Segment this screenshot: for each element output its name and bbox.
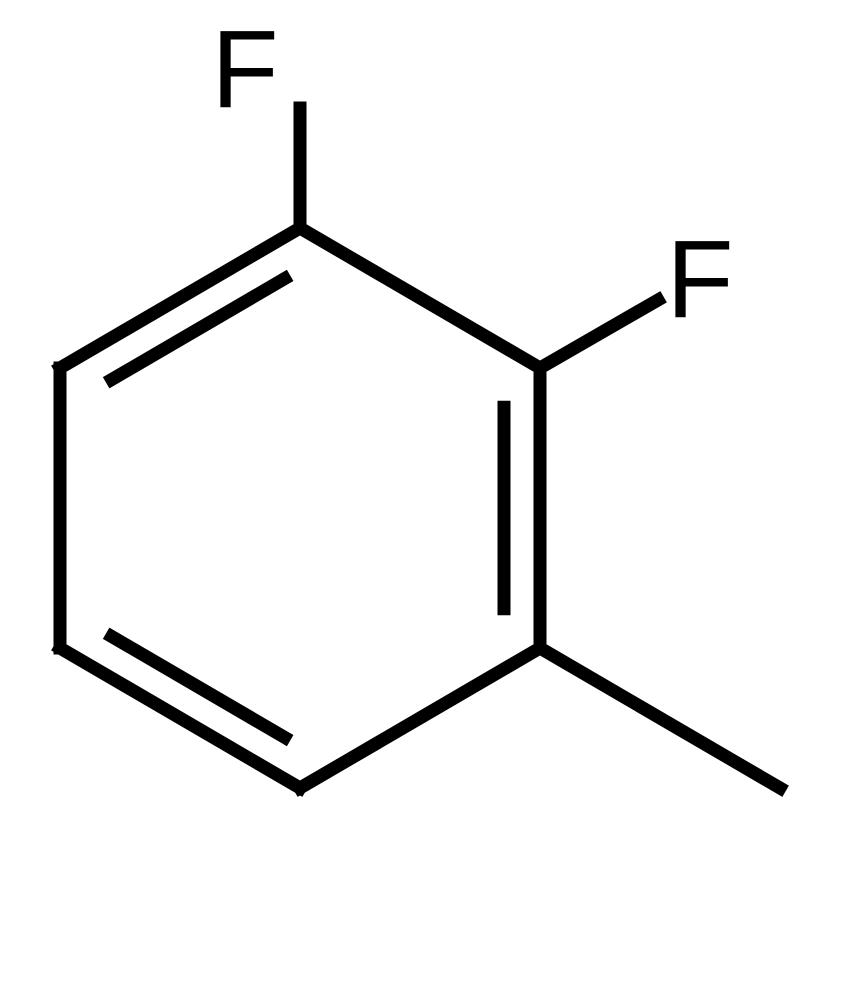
ring-bond-0 (300, 228, 540, 368)
bonds-group (60, 108, 780, 788)
substituent-bond-1 (540, 300, 658, 368)
molecule-canvas (0, 0, 850, 982)
atom-label-f-1: F (666, 217, 733, 344)
ring-bond-2 (300, 648, 540, 788)
substituent-bond-2 (540, 648, 780, 788)
atom-label-f-0: F (211, 7, 278, 134)
